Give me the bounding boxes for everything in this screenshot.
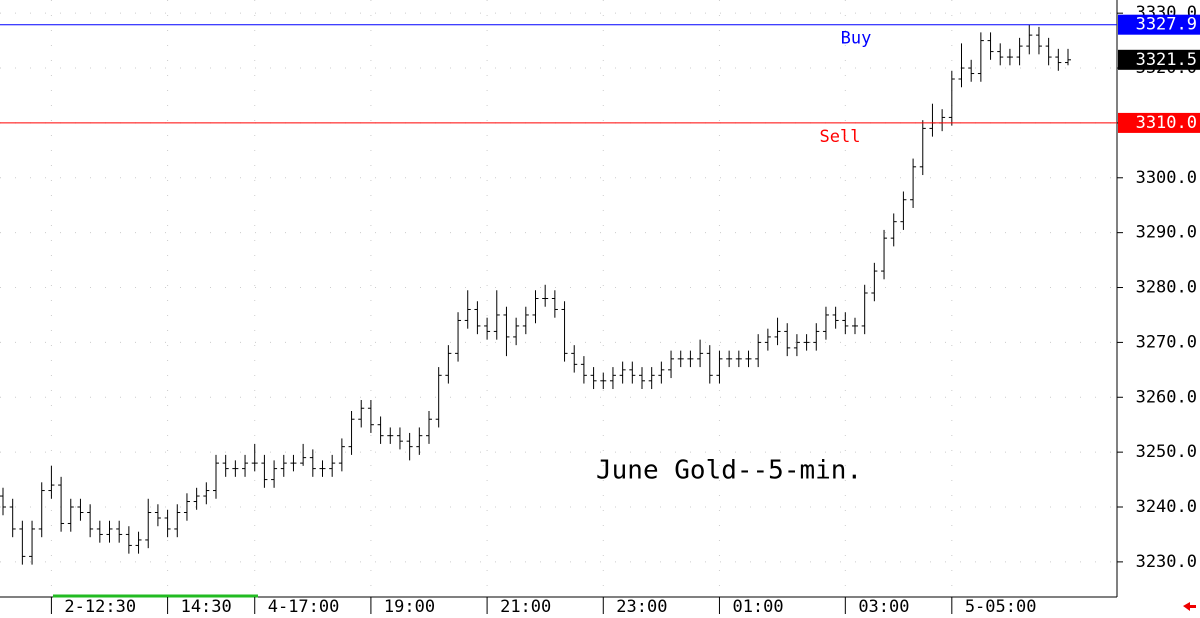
x-tick-label: 03:00 [858,597,909,617]
y-tick-label: 3270.0 [1136,332,1197,352]
y-tick-label: 3290.0 [1136,223,1197,243]
y-tick-label: 3250.0 [1136,442,1197,462]
last-value: 3321.5 [1136,50,1197,70]
x-tick-label: 01:00 [732,597,783,617]
x-tick-label: 21:00 [500,597,551,617]
level-value: 3327.9 [1136,15,1197,35]
y-tick-label: 3280.0 [1136,278,1197,298]
x-tick-label: 23:00 [616,597,667,617]
x-tick-label: 14:30 [181,597,232,617]
scroll-arrow [1183,602,1196,611]
x-tick-label: 2-12:30 [64,597,136,617]
level-name: Buy [841,29,872,49]
y-tick-label: 3260.0 [1136,387,1197,407]
level-box [1118,112,1200,133]
annotation: June Gold--5-min. [596,456,862,486]
y-tick-label: 3240.0 [1136,497,1197,517]
last-box [1118,49,1200,70]
x-tick-label: 19:00 [384,597,435,617]
level-box [1118,14,1200,35]
y-tick-label: 3300.0 [1136,168,1197,188]
y-tick-label: 3230.0 [1136,552,1197,572]
x-tick-label: 5-05:00 [965,597,1037,617]
level-value: 3310.0 [1136,113,1197,133]
x-tick-label: 4-17:00 [268,597,340,617]
level-name: Sell [820,127,861,147]
